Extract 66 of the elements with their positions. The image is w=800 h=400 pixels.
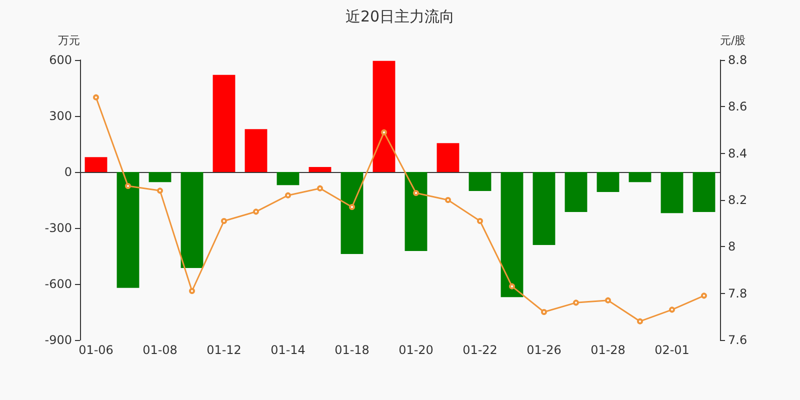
point <box>157 188 163 194</box>
point <box>669 306 675 313</box>
y2-tick-label: 8.4 <box>728 146 748 160</box>
x-tick-label: 01-06 <box>78 343 114 357</box>
y-tick-label: -900 <box>44 333 72 347</box>
bar <box>244 129 268 172</box>
y2-tick-label: 8.8 <box>728 53 748 67</box>
point <box>189 288 195 294</box>
y2-tick-label: 8 <box>728 240 736 254</box>
bar <box>468 172 492 192</box>
bar <box>308 166 332 172</box>
y2-tick-label: 7.6 <box>728 333 748 347</box>
bar <box>148 172 172 182</box>
point <box>605 297 611 304</box>
point <box>125 183 131 189</box>
bar <box>692 172 716 212</box>
x-tick-label: 01-26 <box>526 343 562 357</box>
point <box>637 318 643 324</box>
y-axis-title: 万元 <box>58 34 80 47</box>
y2-tick-label: 8.6 <box>728 100 748 114</box>
y-tick-label: 600 <box>49 53 72 67</box>
x-tick-label: 01-20 <box>398 343 434 357</box>
bar <box>564 172 588 212</box>
y-tick-label: 300 <box>49 109 72 123</box>
point <box>701 292 707 299</box>
point <box>253 208 259 215</box>
bar <box>84 157 108 172</box>
y2-axis-title: 元/股 <box>720 34 746 47</box>
bar <box>340 172 364 254</box>
x-tick-label: 01-22 <box>462 343 498 357</box>
chart-title: 近20日主力流向 <box>345 8 455 26</box>
x-tick-label: 01-18 <box>334 343 370 357</box>
bar <box>660 172 684 214</box>
bar <box>628 172 652 182</box>
point <box>477 218 483 224</box>
point <box>541 309 547 315</box>
y2-tick-label: 8.2 <box>728 193 748 207</box>
bar <box>404 172 428 251</box>
point <box>349 204 355 210</box>
bar <box>116 172 140 288</box>
point <box>221 218 227 224</box>
y-tick-label: -600 <box>44 277 72 291</box>
bar <box>212 74 236 172</box>
point <box>509 283 515 290</box>
point <box>445 197 451 203</box>
bar <box>500 172 524 298</box>
point <box>317 185 323 192</box>
x-tick-label: 01-08 <box>142 343 178 357</box>
bar <box>372 60 396 172</box>
y-tick-label: 0 <box>64 165 72 179</box>
x-tick-label: 01-28 <box>590 343 626 357</box>
point <box>381 129 387 136</box>
bar <box>180 172 204 268</box>
x-tick-label: 02-01 <box>654 343 690 357</box>
x-tick-label: 01-14 <box>270 343 306 357</box>
y2-tick-label: 7.8 <box>728 286 748 300</box>
bar <box>436 143 460 172</box>
x-tick-label: 01-12 <box>206 343 242 357</box>
bar <box>276 172 300 186</box>
bar <box>532 172 556 245</box>
point <box>93 94 99 100</box>
y-tick-label: -300 <box>44 221 72 235</box>
bar <box>596 172 620 192</box>
point <box>573 300 579 306</box>
point <box>413 190 419 196</box>
point <box>285 192 291 198</box>
